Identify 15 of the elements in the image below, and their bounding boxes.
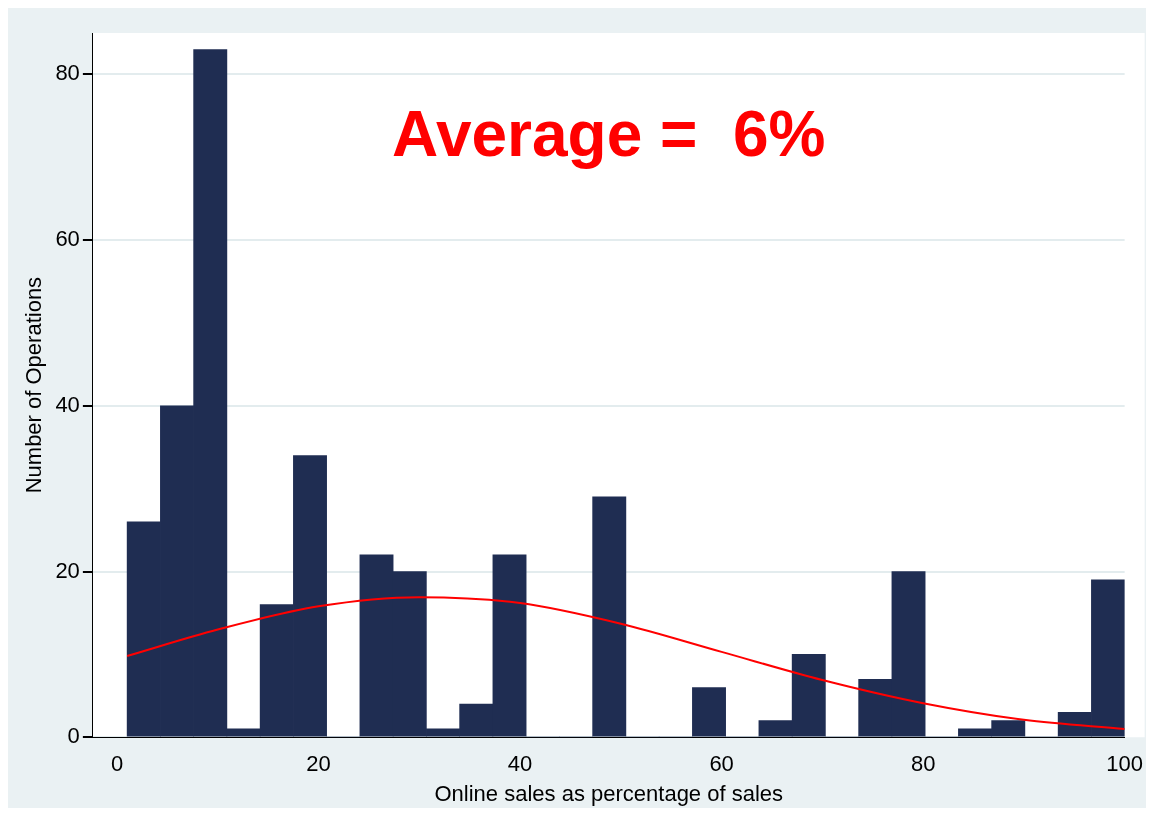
y-tick-label: 20 <box>55 557 80 583</box>
x-tick-label: 40 <box>507 751 533 777</box>
x-tick-label: 20 <box>306 751 331 777</box>
y-tick-label: 80 <box>55 60 80 86</box>
line-series <box>126 596 1125 730</box>
x-tick-label: 100 <box>1106 751 1144 777</box>
annotation: Average = 6% <box>392 97 826 170</box>
y-tick-label: 60 <box>55 226 80 252</box>
y-tick-label: 40 <box>55 391 80 417</box>
x-tick-label: 80 <box>910 751 936 777</box>
y-tick-label: 0 <box>67 723 80 749</box>
x-axis-title: Online sales as percentage of sales <box>434 780 784 806</box>
x-tick-label: 0 <box>110 751 124 777</box>
y-axis-title: Number of Operations <box>21 276 47 494</box>
x-tick-label: 60 <box>709 751 734 777</box>
